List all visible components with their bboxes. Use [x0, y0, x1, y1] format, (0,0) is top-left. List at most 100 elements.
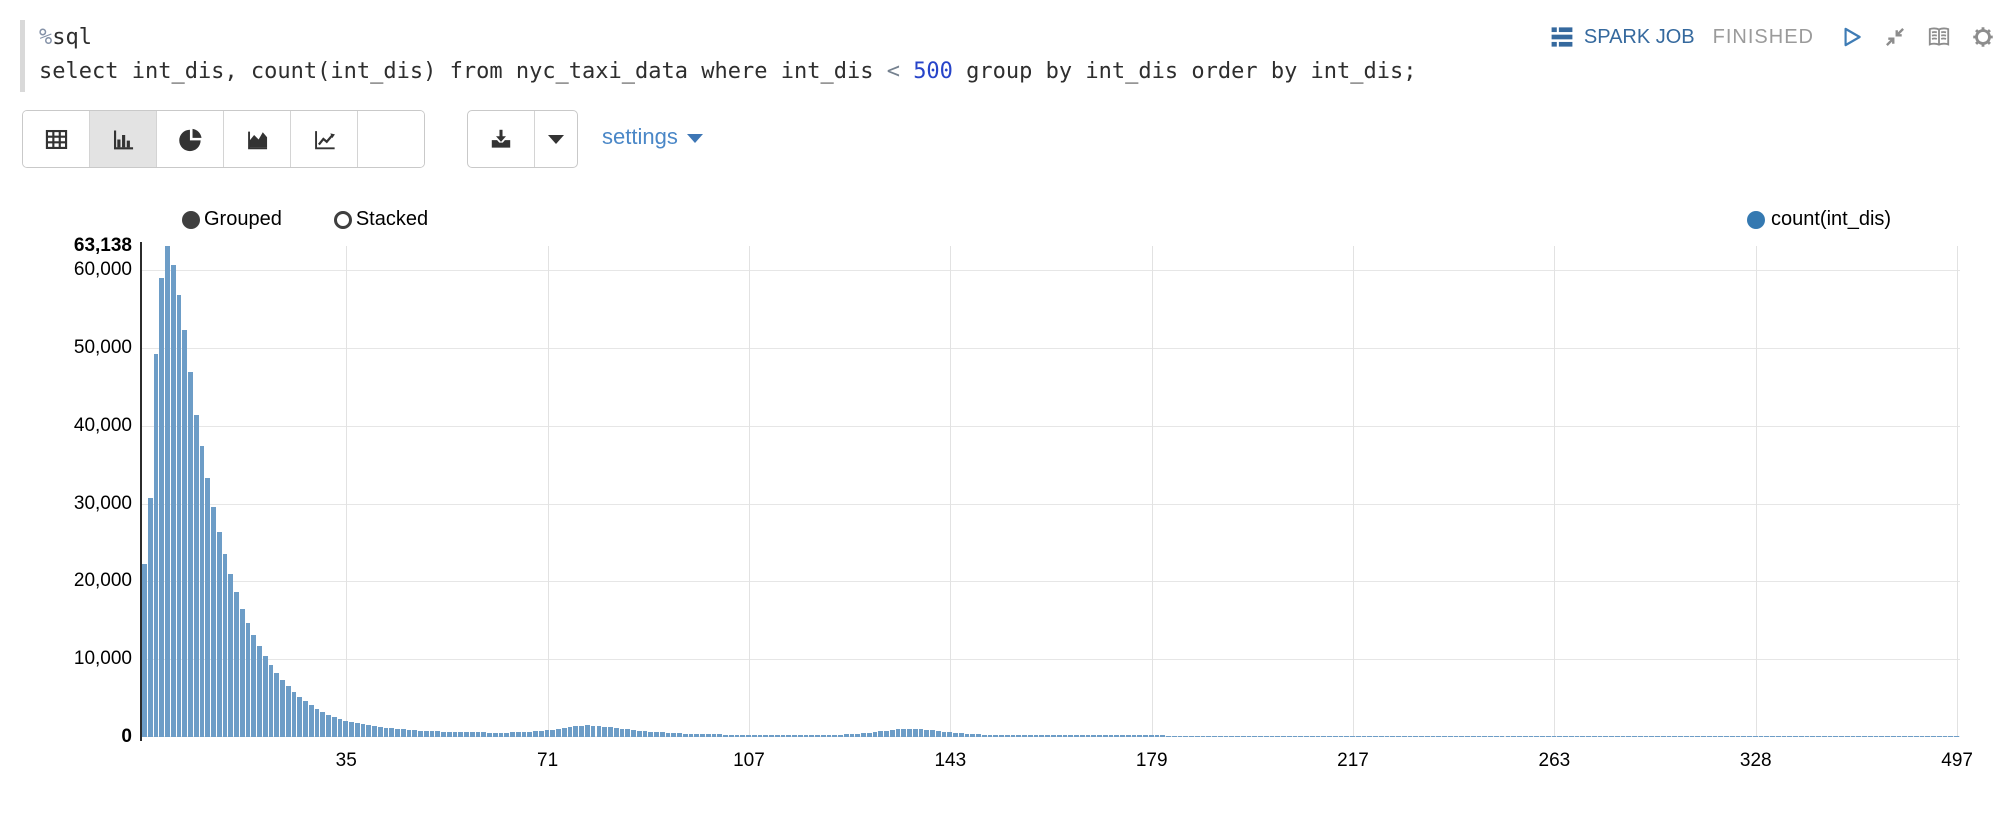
bar[interactable]	[1396, 735, 1401, 737]
bar[interactable]	[1913, 736, 1919, 737]
bar[interactable]	[1873, 736, 1879, 737]
bar[interactable]	[193, 415, 199, 737]
bar[interactable]	[659, 732, 665, 737]
bar[interactable]	[958, 733, 964, 737]
bar[interactable]	[1862, 736, 1867, 737]
bar[interactable]	[631, 729, 636, 737]
bar[interactable]	[1534, 736, 1540, 737]
bar[interactable]	[981, 734, 987, 737]
bar[interactable]	[1258, 735, 1263, 737]
bar[interactable]	[1476, 735, 1482, 737]
bar[interactable]	[895, 729, 901, 737]
bar[interactable]	[234, 592, 239, 737]
bar[interactable]	[1062, 735, 1068, 737]
bar[interactable]	[452, 731, 458, 737]
bar[interactable]	[1706, 736, 1712, 737]
bar[interactable]	[1724, 736, 1729, 737]
bar[interactable]	[1154, 735, 1160, 737]
bar[interactable]	[360, 724, 366, 737]
bar[interactable]	[970, 733, 976, 737]
bar[interactable]	[1678, 736, 1683, 737]
bar[interactable]	[1770, 736, 1775, 737]
bar[interactable]	[757, 734, 763, 737]
bar[interactable]	[1269, 735, 1275, 737]
bar[interactable]	[1206, 735, 1212, 737]
bar[interactable]	[1505, 736, 1511, 737]
bar[interactable]	[677, 733, 682, 737]
bar[interactable]	[1120, 735, 1125, 737]
bar[interactable]	[1844, 736, 1850, 737]
bar[interactable]	[930, 730, 935, 737]
bar[interactable]	[1125, 735, 1131, 737]
bar[interactable]	[987, 734, 993, 737]
bar[interactable]	[1551, 736, 1557, 737]
bar[interactable]	[1747, 736, 1752, 737]
bar[interactable]	[538, 730, 544, 737]
bar[interactable]	[1470, 735, 1476, 737]
bar[interactable]	[1281, 735, 1286, 737]
bar[interactable]	[182, 330, 188, 737]
pie-chart-button[interactable]	[157, 111, 224, 167]
book-icon[interactable]	[1926, 24, 1952, 50]
bar[interactable]	[1867, 736, 1873, 737]
bar[interactable]	[953, 732, 958, 737]
bar[interactable]	[1528, 736, 1534, 737]
bar[interactable]	[1246, 735, 1252, 737]
bar[interactable]	[469, 732, 475, 737]
bar[interactable]	[912, 728, 918, 737]
bar[interactable]	[1879, 736, 1885, 737]
bar[interactable]	[1931, 736, 1936, 737]
bar[interactable]	[1212, 735, 1217, 737]
bar[interactable]	[1183, 735, 1189, 737]
bar[interactable]	[1517, 736, 1522, 737]
bar[interactable]	[1131, 735, 1137, 737]
bar[interactable]	[947, 732, 953, 737]
bar[interactable]	[1194, 735, 1200, 737]
bar[interactable]	[1511, 736, 1516, 737]
bar[interactable]	[1954, 736, 1959, 737]
bar[interactable]	[1051, 735, 1056, 737]
bar[interactable]	[1229, 735, 1235, 737]
bar[interactable]	[1442, 735, 1447, 737]
bar[interactable]	[1833, 736, 1839, 737]
bar[interactable]	[1488, 735, 1493, 737]
bar[interactable]	[1004, 735, 1010, 737]
bar[interactable]	[308, 705, 314, 737]
bar[interactable]	[423, 731, 429, 737]
bar[interactable]	[1327, 735, 1332, 737]
bar[interactable]	[1885, 736, 1890, 737]
bar[interactable]	[711, 734, 717, 737]
bar[interactable]	[820, 735, 826, 737]
bar[interactable]	[1632, 736, 1637, 737]
bar[interactable]	[188, 372, 193, 737]
bar[interactable]	[809, 735, 815, 737]
bar[interactable]	[1942, 736, 1948, 737]
bar[interactable]	[889, 729, 895, 737]
bar[interactable]	[872, 731, 878, 737]
legend-item[interactable]: count(int_dis)	[1747, 208, 1891, 231]
bar[interactable]	[1741, 736, 1747, 737]
bar[interactable]	[1275, 735, 1281, 737]
bar[interactable]	[1649, 736, 1655, 737]
bar[interactable]	[216, 531, 222, 737]
bar[interactable]	[1890, 736, 1896, 737]
code-editor[interactable]: %sql select int_dis, count(int_dis) from…	[20, 20, 1539, 92]
bar[interactable]	[602, 726, 607, 737]
bar[interactable]	[1856, 736, 1862, 737]
bar[interactable]	[803, 735, 809, 737]
bar[interactable]	[861, 733, 866, 737]
bar[interactable]	[147, 498, 153, 737]
bar[interactable]	[1350, 735, 1355, 737]
bar[interactable]	[878, 731, 884, 737]
bar[interactable]	[297, 696, 303, 737]
bar[interactable]	[1936, 736, 1942, 737]
bar[interactable]	[222, 554, 228, 737]
bar[interactable]	[464, 732, 469, 737]
bar[interactable]	[228, 574, 234, 737]
bar[interactable]	[1557, 736, 1563, 737]
bar[interactable]	[1010, 735, 1016, 737]
bar[interactable]	[481, 732, 487, 737]
bar[interactable]	[1804, 736, 1810, 737]
bar[interactable]	[1637, 736, 1643, 737]
bar[interactable]	[625, 729, 631, 737]
